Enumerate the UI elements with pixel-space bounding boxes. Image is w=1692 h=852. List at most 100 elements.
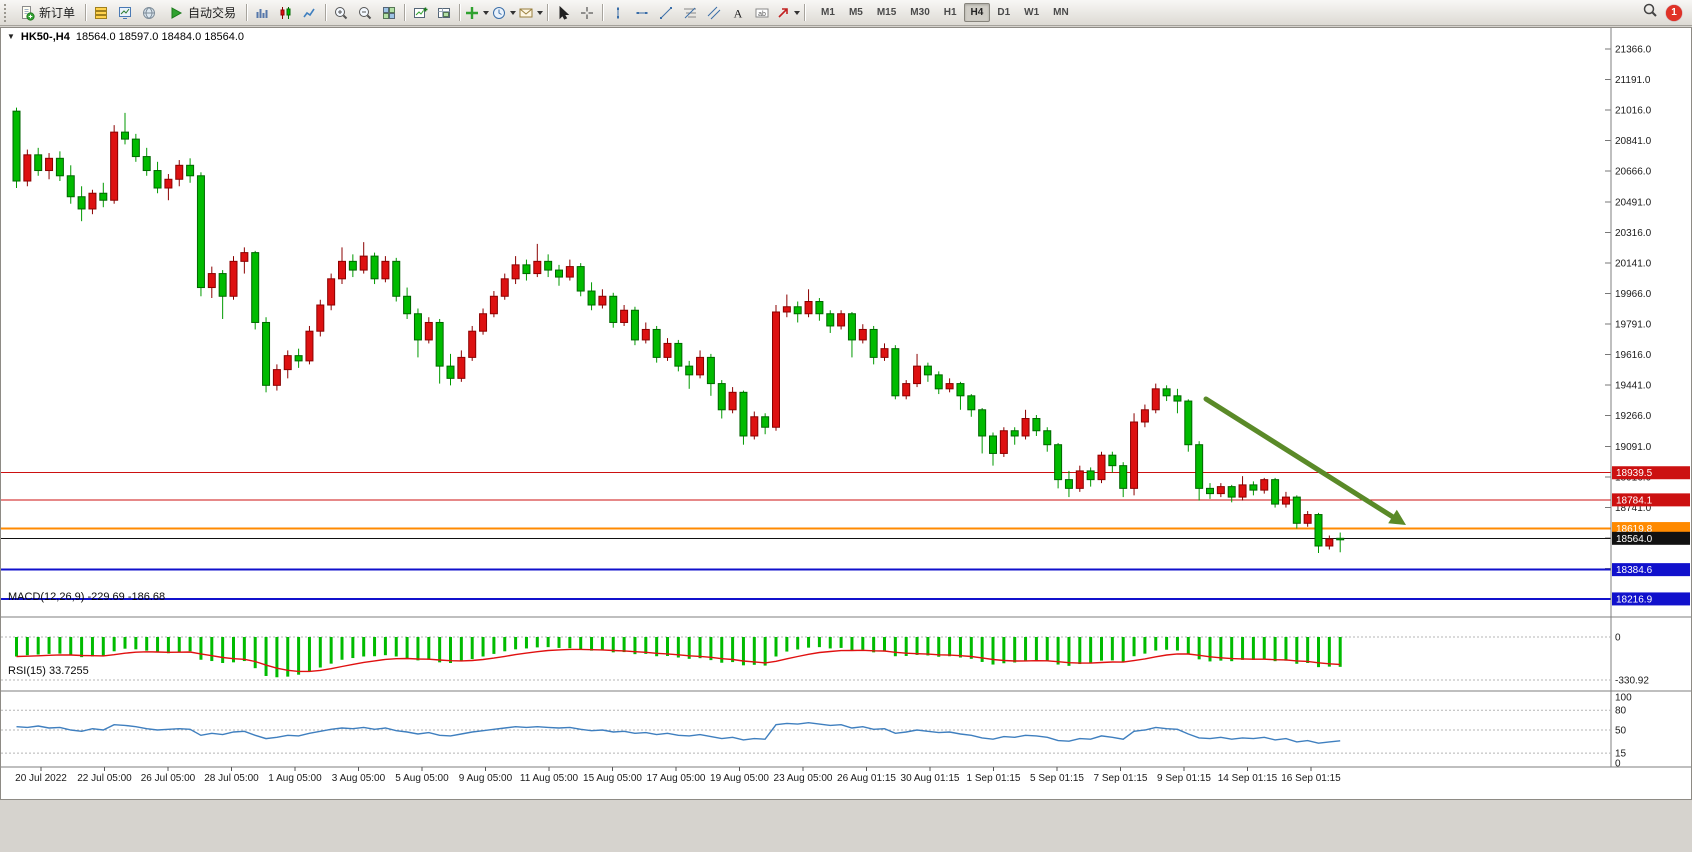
price-axis-label: 21366.0 bbox=[1615, 45, 1652, 56]
timeframe-D1-button[interactable]: D1 bbox=[997, 7, 1011, 18]
price-axis-label: 19616.0 bbox=[1615, 350, 1652, 361]
candlestick-mode-button[interactable] bbox=[274, 2, 298, 24]
price-chart-canvas[interactable]: 21366.0 21191.0 21016.0 20841.0 20666.0 20491… bbox=[1, 28, 1691, 799]
timeframe-H4-button[interactable]: H4 bbox=[963, 3, 991, 22]
timeframe-W1-button[interactable]: W1 bbox=[1024, 7, 1040, 18]
horizontal-line-tool-button[interactable] bbox=[630, 2, 654, 24]
zoom-out-button[interactable] bbox=[353, 2, 377, 24]
bars-icon bbox=[254, 5, 270, 21]
data-window-button[interactable] bbox=[113, 2, 137, 24]
rsi-axis-label: 15 bbox=[1615, 749, 1627, 760]
new-chart-button[interactable] bbox=[408, 2, 432, 24]
time-axis-label: 9 Aug 05:00 bbox=[459, 773, 513, 784]
price-tag-label: 18939.5 bbox=[1616, 468, 1653, 479]
macd-indicator-label: MACD(12,26,9) -229.69 -186.68 bbox=[8, 591, 166, 603]
dropdown-arrow-icon[interactable] bbox=[483, 10, 490, 15]
price-axis-label: 19966.0 bbox=[1615, 289, 1652, 300]
grid-icon bbox=[381, 5, 397, 21]
trend-arrow[interactable] bbox=[1203, 396, 1406, 525]
linechart-icon bbox=[302, 5, 318, 21]
cursor-icon bbox=[555, 5, 571, 21]
chart-window[interactable]: ▼ HK50-,H4 18564.0 18597.0 18484.0 18564… bbox=[0, 27, 1692, 800]
time-axis[interactable]: 20 Jul 2022 22 Jul 05:00 26 Jul 05:00 28 Ju… bbox=[15, 767, 1341, 784]
label-icon: ab bbox=[754, 5, 770, 21]
timeframe-M5-button[interactable]: M5 bbox=[848, 7, 863, 18]
timeframe-M30-button[interactable]: M30 bbox=[910, 7, 930, 18]
timeframe-M15-button[interactable]: M15 bbox=[876, 7, 897, 18]
cursor-tool-button[interactable] bbox=[551, 2, 575, 24]
ohlc-values: 18564.0 18597.0 18484.0 18564.0 bbox=[75, 31, 245, 43]
chart-profiles-button[interactable] bbox=[432, 2, 456, 24]
toolbar-grip[interactable] bbox=[4, 3, 9, 22]
rsi-indicator-label: RSI(15) 33.7255 bbox=[8, 665, 89, 677]
time-axis-label: 1 Sep 01:15 bbox=[967, 773, 1021, 784]
tile-windows-button[interactable] bbox=[377, 2, 401, 24]
auto-trading-button[interactable]: 自动交易 bbox=[161, 2, 243, 24]
fibonacci-tool-button[interactable] bbox=[678, 2, 702, 24]
timeframe-M1-button[interactable]: M1 bbox=[821, 7, 835, 18]
time-axis-label: 30 Aug 01:15 bbox=[901, 773, 960, 784]
time-axis-label: 23 Aug 05:00 bbox=[774, 773, 833, 784]
zoom-in-button[interactable] bbox=[329, 2, 353, 24]
dropdown-arrow-icon[interactable] bbox=[794, 10, 801, 15]
timeframe-H1-button[interactable]: H1 bbox=[943, 7, 957, 18]
vertical-line-tool-button[interactable] bbox=[606, 2, 630, 24]
symbol-dropdown-icon[interactable]: ▼ bbox=[7, 31, 15, 41]
toolbar-separator bbox=[804, 4, 806, 21]
indicators-button[interactable] bbox=[463, 2, 490, 24]
bar-chart-mode-button[interactable] bbox=[250, 2, 274, 24]
rsi-axis-label: 100 bbox=[1615, 693, 1632, 704]
candles-icon bbox=[278, 5, 294, 21]
rsi-axis-label: 80 bbox=[1615, 706, 1627, 717]
price-tag-label: 18564.0 bbox=[1616, 534, 1653, 545]
search-icon bbox=[1642, 2, 1658, 23]
search-button[interactable] bbox=[1638, 2, 1662, 24]
arrows-tool-button[interactable] bbox=[774, 2, 801, 24]
rsi-axis-label: 50 bbox=[1615, 726, 1627, 737]
price-axis-label: 19091.0 bbox=[1615, 442, 1652, 453]
notification-badge[interactable]: 1 bbox=[1666, 4, 1682, 21]
hline-icon bbox=[634, 5, 650, 21]
time-axis-label: 15 Aug 05:00 bbox=[583, 773, 642, 784]
dropdown-arrow-icon[interactable] bbox=[510, 10, 517, 15]
vline-icon bbox=[610, 5, 626, 21]
text-tool-button[interactable]: A bbox=[726, 2, 750, 24]
time-axis-label: 19 Aug 05:00 bbox=[710, 773, 769, 784]
price-axis-label: 19266.0 bbox=[1615, 411, 1652, 422]
level-lines[interactable] bbox=[1, 472, 1611, 600]
time-axis-label: 14 Sep 01:15 bbox=[1218, 773, 1278, 784]
new-order-label: 新订单 bbox=[39, 6, 76, 20]
time-axis-label: 7 Sep 01:15 bbox=[1094, 773, 1148, 784]
crosshair-tool-button[interactable] bbox=[575, 2, 599, 24]
globe-icon bbox=[141, 5, 157, 21]
navigator-button[interactable] bbox=[137, 2, 161, 24]
mail-icon bbox=[518, 5, 534, 21]
toolbar-separator bbox=[547, 4, 549, 21]
periods-button[interactable] bbox=[490, 2, 517, 24]
line-chart-mode-button[interactable] bbox=[298, 2, 322, 24]
time-axis-label: 16 Sep 01:15 bbox=[1281, 773, 1341, 784]
macd-signal-line bbox=[16, 648, 1341, 673]
price-tag-label: 18384.6 bbox=[1616, 565, 1653, 576]
templates-button[interactable] bbox=[517, 2, 544, 24]
market-watch-button[interactable] bbox=[89, 2, 113, 24]
toolbar-separator bbox=[602, 4, 604, 21]
time-axis-label: 26 Jul 05:00 bbox=[141, 773, 196, 784]
svg-text:A: A bbox=[734, 6, 743, 20]
price-axis-label: 21191.0 bbox=[1615, 75, 1651, 86]
trendline-tool-button[interactable] bbox=[654, 2, 678, 24]
text-label-tool-button[interactable]: ab bbox=[750, 2, 774, 24]
price-tag-label: 18784.1 bbox=[1616, 495, 1653, 506]
time-axis-label: 5 Sep 01:15 bbox=[1030, 773, 1084, 784]
dropdown-arrow-icon[interactable] bbox=[537, 10, 544, 15]
fibo-icon bbox=[682, 5, 698, 21]
tline-icon bbox=[658, 5, 674, 21]
timeframe-MN-button[interactable]: MN bbox=[1053, 7, 1069, 18]
new-order-button[interactable]: 新订单 bbox=[12, 2, 82, 24]
letter-a-icon: A bbox=[730, 5, 746, 21]
macd-panel: 0 -330.92 bbox=[1, 633, 1649, 687]
rsi-axis-label: 0 bbox=[1615, 759, 1621, 770]
rsi-panel: 100 80 50 150 bbox=[1, 693, 1632, 770]
channel-tool-button[interactable] bbox=[702, 2, 726, 24]
